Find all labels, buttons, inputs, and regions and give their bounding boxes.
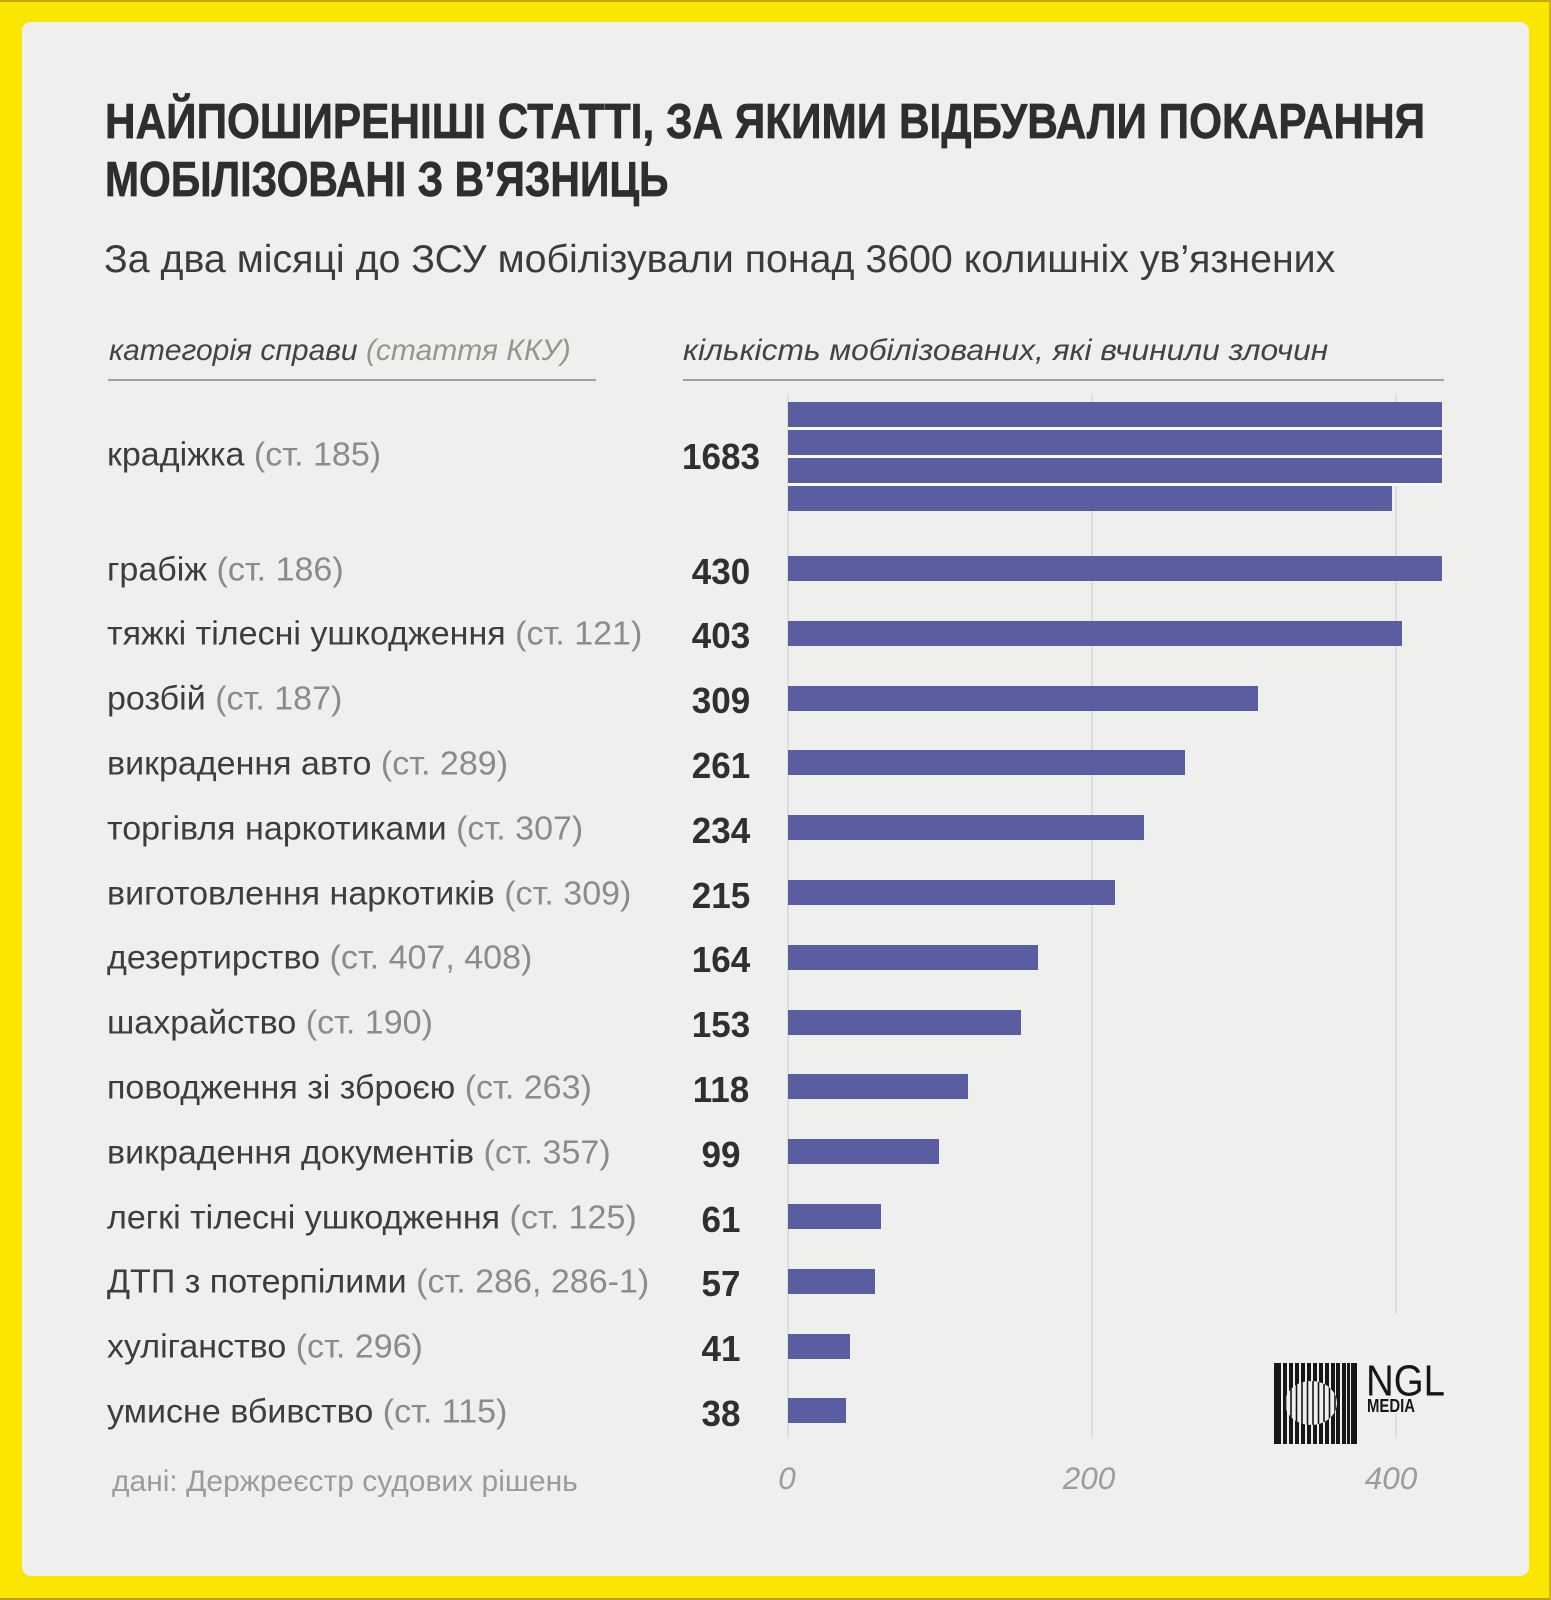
svg-text:MEDIA: MEDIA [1367,1396,1415,1416]
svg-text:NGL: NGL [1366,1363,1445,1406]
